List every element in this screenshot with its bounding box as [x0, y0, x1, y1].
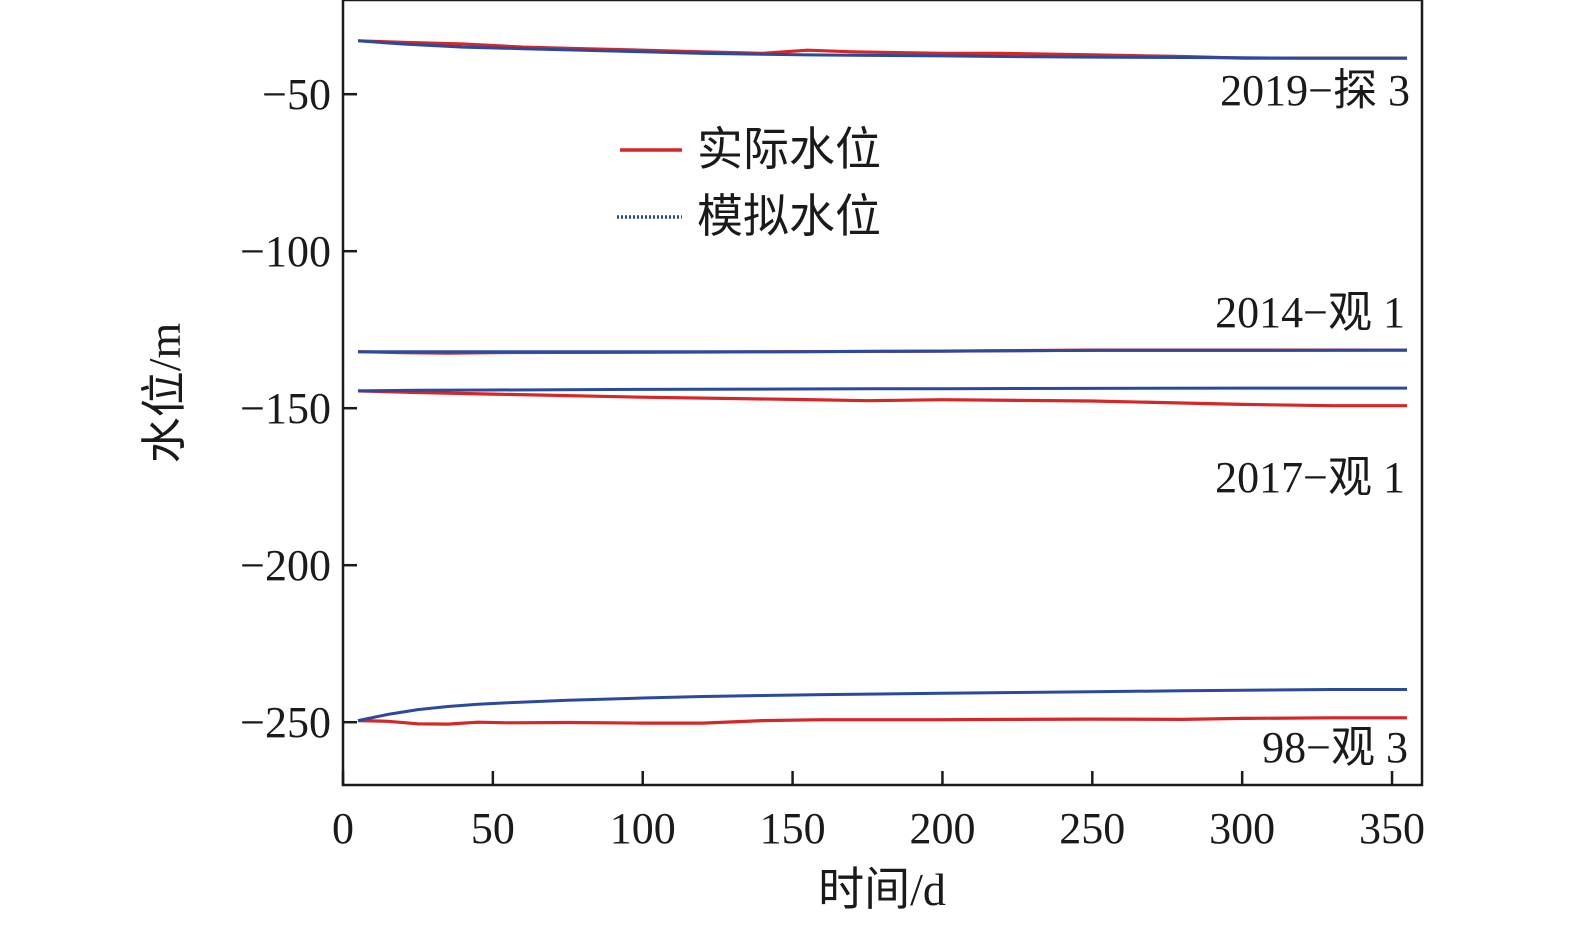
x-tick-label: 100: [610, 804, 676, 853]
legend-label-actual: 实际水位: [697, 124, 881, 175]
y-tick-label: −50: [262, 70, 331, 119]
simulated-series-line-2: [357, 386, 1407, 393]
x-tick-label: 50: [471, 804, 515, 853]
y-tick-label: −200: [240, 541, 331, 590]
y-tick-label: −250: [240, 698, 331, 747]
actual-series-line-3: [357, 716, 1407, 726]
x-tick-label: 150: [760, 804, 826, 853]
plot-frame: [341, 0, 1424, 787]
series-group: [357, 39, 1408, 726]
simulated-series-line-1: [358, 348, 1408, 354]
well-label: 2019−探 3: [1220, 66, 1410, 115]
x-tick-label: 200: [909, 804, 975, 853]
x-tick-label: 350: [1359, 804, 1425, 853]
y-axis-title: 水位/m: [139, 323, 190, 464]
well-label: 98−观 3: [1262, 723, 1408, 772]
x-axis-title: 时间/d: [818, 864, 946, 915]
x-axis: 0 50 100 150 200 250 300 350: [332, 771, 1425, 853]
actual-series-line-2: [357, 389, 1407, 408]
y-axis: −50 −100 −150 −200 −250: [240, 70, 357, 747]
y-tick-label: −100: [240, 227, 331, 276]
well-label: 2017−观 1: [1215, 453, 1405, 502]
well-labels: 2019−探 3 2014−观 1 2017−观 1 98−观 3: [1215, 66, 1410, 772]
well-label: 2014−观 1: [1215, 288, 1405, 337]
x-tick-label: 0: [332, 804, 354, 853]
simulated-series-line-0: [357, 39, 1407, 60]
plot-frame-rect: [341, 0, 1424, 787]
x-tick-label: 250: [1059, 804, 1125, 853]
y-tick-label: −150: [240, 384, 331, 433]
simulated-series-line-3: [357, 688, 1407, 723]
x-tick-label: 300: [1209, 804, 1275, 853]
legend-label-simulated: 模拟水位: [697, 191, 881, 242]
